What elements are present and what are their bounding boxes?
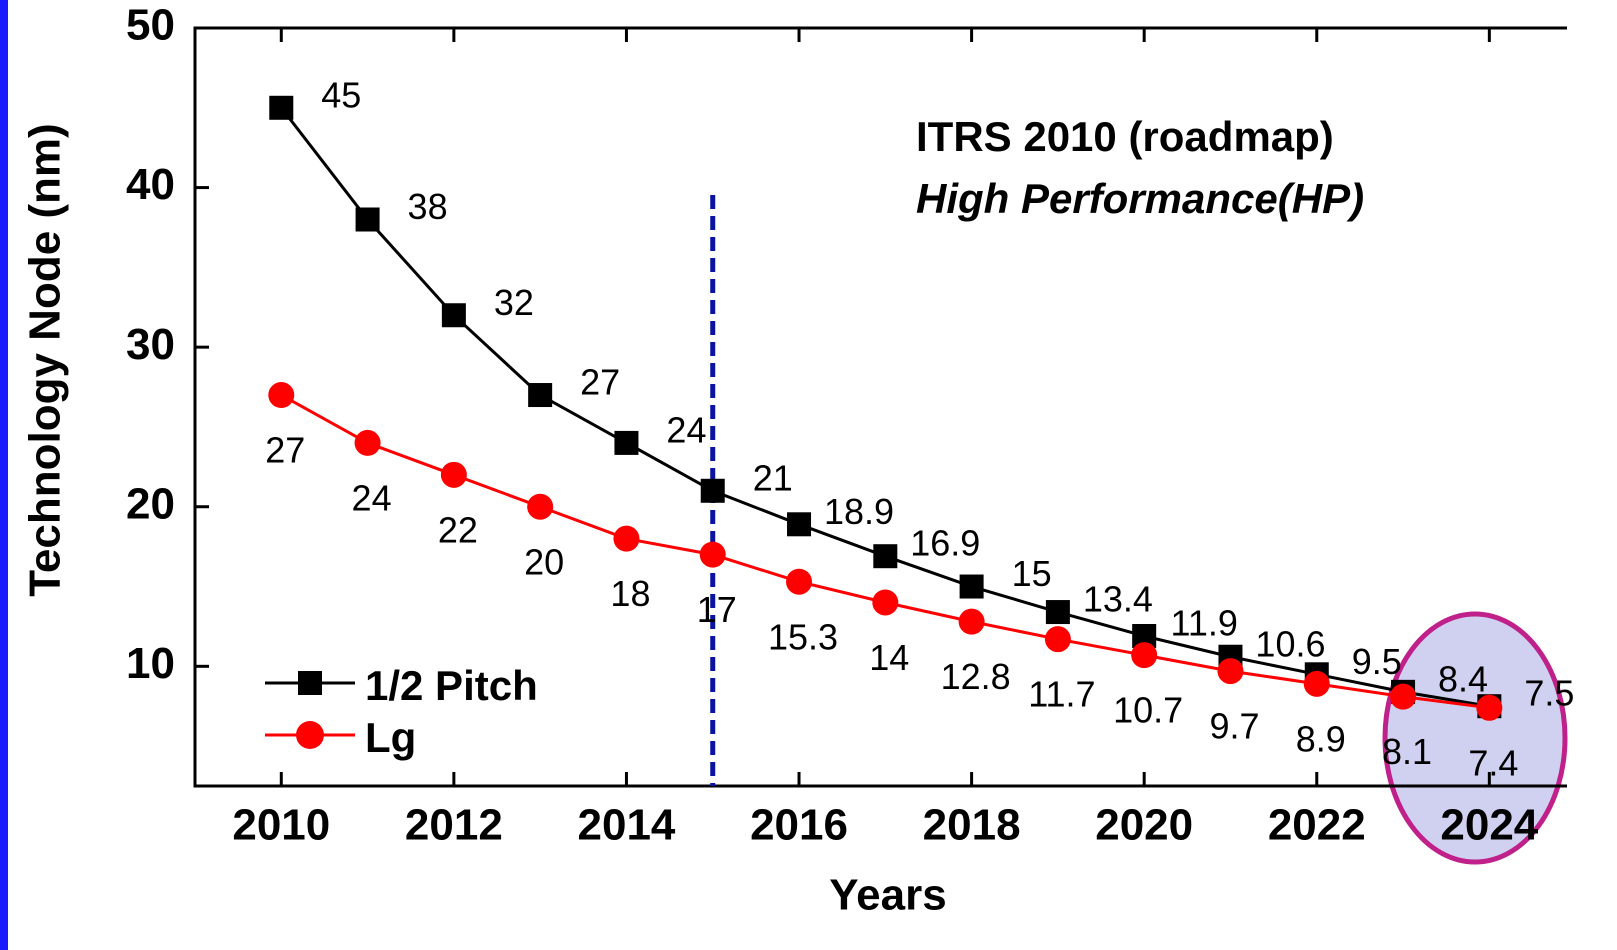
side-strip <box>0 0 8 950</box>
data-label: 18.9 <box>824 491 894 532</box>
marker <box>700 478 725 503</box>
y-tick-label: 20 <box>126 479 175 528</box>
data-label: 8.4 <box>1438 658 1488 699</box>
marker <box>786 568 813 595</box>
x-tick-label: 2018 <box>923 801 1021 850</box>
data-label: 11.9 <box>1170 603 1237 644</box>
annotation: ITRS 2010 (roadmap) <box>916 113 1334 160</box>
marker <box>1045 600 1070 625</box>
data-label: 20 <box>524 541 564 582</box>
marker <box>441 303 466 328</box>
annotation: High Performance(HP) <box>916 175 1364 222</box>
data-label: 24 <box>352 477 392 518</box>
highlight-ellipse <box>1382 611 1568 865</box>
y-tick-label: 40 <box>126 160 175 209</box>
x-tick-label: 2014 <box>578 801 676 850</box>
marker <box>527 493 554 520</box>
marker <box>528 383 553 408</box>
x-tick-label: 2024 <box>1440 801 1538 850</box>
data-label: 12.8 <box>941 656 1011 697</box>
legend-marker <box>298 671 322 695</box>
x-tick-label: 2012 <box>405 801 503 850</box>
data-label: 9.5 <box>1352 641 1402 682</box>
data-label: 38 <box>408 186 448 227</box>
marker <box>269 95 294 120</box>
data-label: 13.4 <box>1083 579 1153 620</box>
marker <box>613 525 640 552</box>
data-label: 21 <box>753 457 793 498</box>
data-label: 7.5 <box>1524 673 1574 714</box>
marker <box>354 429 381 456</box>
plot-frame <box>193 26 1567 788</box>
marker <box>440 461 467 488</box>
data-label: 9.7 <box>1209 706 1259 747</box>
data-label: 14 <box>869 637 909 678</box>
marker <box>1217 658 1244 685</box>
marker <box>1390 683 1417 710</box>
data-label: 16.9 <box>910 523 980 564</box>
data-label: 45 <box>321 74 361 115</box>
data-label: 22 <box>438 509 478 550</box>
data-label: 11.7 <box>1028 674 1095 715</box>
data-label: 18 <box>610 573 650 614</box>
marker <box>958 608 985 635</box>
y-tick-label: 10 <box>126 639 175 688</box>
data-label: 27 <box>580 362 620 403</box>
data-label: 32 <box>494 282 534 323</box>
marker <box>355 207 380 232</box>
marker <box>1476 694 1503 721</box>
marker <box>1131 642 1158 669</box>
x-tick-label: 2022 <box>1268 801 1366 850</box>
marker <box>268 382 295 409</box>
x-tick-label: 2020 <box>1095 801 1193 850</box>
marker <box>872 589 899 616</box>
y-tick-label: 50 <box>126 1 175 50</box>
x-tick-label: 2010 <box>232 801 330 850</box>
data-label: 10.6 <box>1255 623 1325 664</box>
marker <box>614 430 639 455</box>
data-label: 15 <box>1012 553 1052 594</box>
data-label: 27 <box>265 430 305 471</box>
data-label: 10.7 <box>1113 690 1183 731</box>
marker <box>959 574 984 599</box>
marker <box>787 512 812 537</box>
data-label: 24 <box>666 409 706 450</box>
data-label: 8.1 <box>1382 731 1432 772</box>
y-axis-label: Technology Node (nm) <box>21 123 70 596</box>
data-label: 17 <box>697 589 737 630</box>
marker <box>699 541 726 568</box>
x-tick-label: 2016 <box>750 801 848 850</box>
legend-marker <box>296 721 324 749</box>
marker <box>1303 670 1330 697</box>
x-axis-label: Years <box>829 871 946 920</box>
marker <box>873 544 898 569</box>
legend-label: 1/2 Pitch <box>365 662 538 709</box>
data-label: 7.4 <box>1468 742 1518 783</box>
data-label: 15.3 <box>768 616 838 657</box>
legend-label: Lg <box>365 714 416 761</box>
data-label: 8.9 <box>1296 718 1346 759</box>
y-tick-label: 30 <box>126 320 175 369</box>
marker <box>1044 626 1071 653</box>
